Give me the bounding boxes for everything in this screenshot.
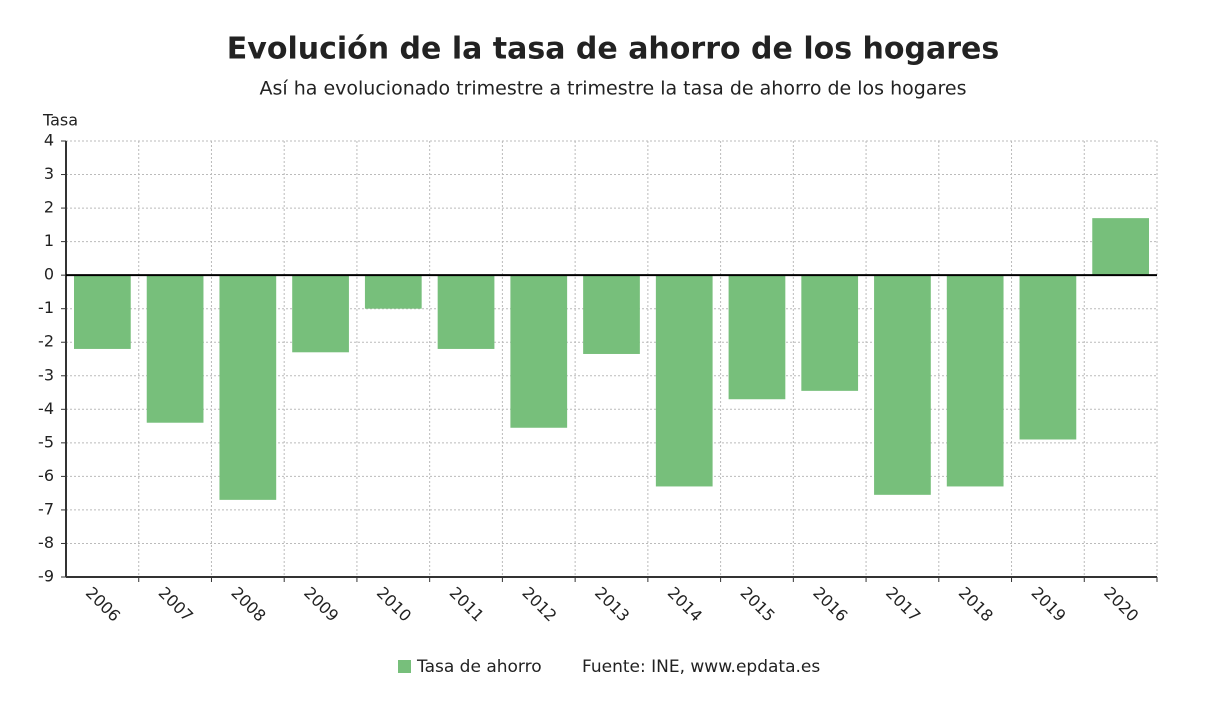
x-tick-label: 2010 (373, 583, 415, 625)
legend-label: Tasa de ahorro (416, 657, 542, 677)
x-tick-label: 2019 (1027, 583, 1069, 625)
x-tick-label: 2013 (591, 583, 633, 625)
y-tick-label: 2 (44, 198, 54, 217)
y-tick-label: -9 (38, 567, 54, 586)
bar (1019, 275, 1077, 440)
y-tick-label: -3 (38, 365, 54, 384)
bar (74, 275, 131, 349)
x-tick-label: 2007 (155, 583, 197, 625)
legend-swatch (398, 660, 411, 673)
bar (1092, 218, 1149, 276)
bar (655, 275, 713, 487)
y-tick-label: 4 (44, 131, 54, 150)
source: Fuente: INE, www.epdata.es (582, 657, 820, 677)
y-axis-label: Tasa (42, 111, 78, 130)
x-tick-label: 2011 (446, 583, 488, 625)
x-tick-label: 2009 (300, 583, 342, 625)
x-tick-label: 2012 (518, 583, 560, 625)
y-tick-label: -8 (38, 533, 54, 552)
bar (146, 275, 204, 423)
bar (874, 275, 931, 495)
x-tick-label: 2006 (82, 583, 124, 625)
bar (728, 275, 786, 400)
bar (801, 275, 859, 391)
x-tick-label: 2015 (737, 583, 779, 625)
x-tick-label: 2016 (809, 583, 851, 625)
y-tick-label: 0 (44, 265, 54, 284)
x-tick-label: 2008 (227, 583, 269, 625)
bar (510, 275, 568, 428)
bar (946, 275, 1004, 487)
chart-subtitle: Así ha evolucionado trimestre a trimestr… (260, 78, 967, 100)
y-tick-label: -6 (38, 466, 54, 485)
x-tick-label: 2018 (955, 583, 997, 625)
bar (583, 275, 640, 354)
bar (437, 275, 495, 349)
y-tick-label: -4 (38, 399, 54, 418)
y-tick-label: -7 (38, 499, 54, 518)
bar (292, 275, 349, 353)
chart-title: Evolución de la tasa de ahorro de los ho… (227, 32, 999, 67)
y-tick-label: -2 (38, 332, 54, 351)
x-tick-label: 2020 (1100, 583, 1142, 625)
y-tick-label: -5 (38, 432, 54, 451)
x-tick-label: 2014 (664, 583, 706, 625)
bar (219, 275, 277, 500)
y-tick-label: 3 (44, 164, 54, 183)
x-tick-label: 2017 (882, 583, 924, 625)
bar (364, 275, 422, 309)
y-tick-label: 1 (44, 231, 54, 250)
y-tick-label: -1 (38, 298, 54, 317)
